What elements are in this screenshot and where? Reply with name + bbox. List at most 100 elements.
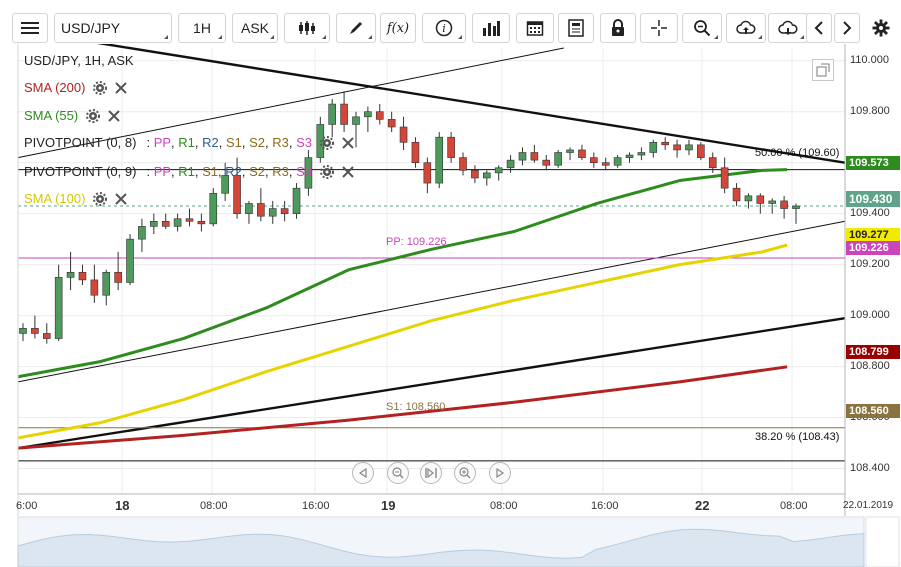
reset-view-button[interactable]	[420, 462, 442, 484]
candle-body	[375, 111, 384, 120]
candle-body	[399, 126, 408, 143]
candle	[459, 152, 467, 176]
close-icon[interactable]	[108, 110, 120, 122]
time-tick-label: 16:00	[591, 500, 619, 512]
candle-body	[447, 136, 455, 158]
zoom-out-button[interactable]	[387, 462, 409, 484]
gear-icon[interactable]	[93, 192, 108, 206]
time-tick-label: 08:00	[200, 500, 228, 512]
expand-icon	[816, 63, 830, 77]
gear-icon[interactable]	[320, 165, 335, 179]
pivot9-r2: R2	[225, 164, 242, 179]
candle	[744, 193, 753, 209]
function-icon: f(x)	[386, 20, 410, 36]
download-button[interactable]	[768, 13, 808, 43]
candles-icon	[299, 21, 315, 35]
candle-body	[268, 208, 277, 217]
gear-icon[interactable]	[93, 81, 108, 95]
candle	[114, 251, 122, 291]
candle	[173, 213, 182, 232]
timeframe-select[interactable]: 1H	[178, 13, 226, 43]
lock-button[interactable]	[600, 13, 636, 43]
crosshair-button[interactable]	[640, 13, 678, 43]
candle-body	[590, 157, 598, 163]
candle	[578, 144, 586, 161]
candle-body	[197, 221, 206, 225]
candle-body	[257, 203, 265, 217]
navigator[interactable]	[0, 516, 901, 567]
candles-button[interactable]	[284, 13, 330, 43]
upload-button[interactable]	[726, 13, 766, 43]
zoom-in-icon	[459, 467, 471, 479]
gear-icon[interactable]	[86, 109, 101, 123]
symbol-select[interactable]: USD/JPY	[54, 13, 172, 43]
candle	[399, 116, 408, 150]
close-icon[interactable]	[342, 137, 354, 149]
candle	[590, 152, 598, 168]
scroll-right-button[interactable]	[489, 462, 511, 484]
draw-button[interactable]	[336, 13, 376, 43]
pivot8-r2: R2	[202, 135, 219, 150]
timeframe-text: 1H	[193, 20, 211, 36]
news-button[interactable]	[558, 13, 594, 43]
candle-body	[78, 271, 87, 281]
maximize-button[interactable]	[812, 59, 834, 81]
legend-sma100-label: SMA (100)	[24, 191, 86, 206]
zoom-in-button[interactable]	[454, 462, 476, 484]
candle	[90, 264, 99, 303]
candle-body	[352, 116, 360, 125]
close-icon[interactable]	[115, 193, 128, 205]
navigator-area	[17, 528, 865, 567]
legend-pivot9-label: PIVOTPOINT (0, 9)	[24, 164, 137, 179]
next-button[interactable]	[834, 13, 860, 43]
candle	[340, 91, 348, 133]
pivot8-r3: R3	[272, 135, 289, 150]
candle	[637, 147, 646, 161]
function-button[interactable]: f(x)	[380, 13, 416, 43]
candle	[268, 200, 277, 224]
candle	[54, 264, 63, 342]
bars-button[interactable]	[472, 13, 510, 43]
legend-pivot8: PIVOTPOINT (0, 8) : PP, R1, R2, S1, S2, …	[24, 134, 362, 152]
candle	[601, 157, 610, 171]
candle	[708, 152, 717, 173]
candle-body	[364, 111, 372, 118]
candle	[697, 142, 705, 161]
candle	[661, 137, 669, 150]
candle	[375, 104, 384, 125]
legend-main: USD/JPY, 1H, ASK	[24, 52, 134, 70]
menu-button[interactable]	[12, 13, 48, 43]
candle	[673, 139, 681, 158]
candle	[292, 183, 301, 219]
close-icon[interactable]	[115, 82, 128, 94]
candle-body	[708, 157, 717, 169]
calendar-button[interactable]	[516, 13, 554, 43]
candle	[506, 155, 515, 173]
time-tick-label: 08:00	[780, 500, 808, 512]
candle-body	[661, 141, 669, 146]
pivot9-s1: S1	[202, 164, 219, 179]
pivot9-r3: R3	[272, 164, 289, 179]
candle-body	[554, 152, 562, 166]
candle	[447, 132, 455, 163]
pivot8-pp: PP	[153, 135, 172, 150]
price-tick-label: 108.800	[850, 359, 890, 372]
candle	[435, 132, 444, 189]
time-tick-label: 6:00	[16, 500, 38, 512]
price-type-select[interactable]: ASK	[232, 13, 278, 43]
prev-button[interactable]	[806, 13, 832, 43]
navigator-scroll-handle[interactable]	[865, 516, 900, 567]
settings-button[interactable]	[866, 13, 896, 43]
candle-body	[506, 159, 515, 169]
scroll-left-button[interactable]	[352, 462, 374, 484]
candle	[328, 98, 337, 138]
close-icon[interactable]	[342, 166, 354, 178]
price-chart[interactable]	[0, 44, 901, 567]
reset-icon	[425, 467, 437, 479]
info-button[interactable]: i	[422, 13, 466, 43]
zoom-button[interactable]	[682, 13, 722, 43]
gear-icon[interactable]	[320, 136, 335, 150]
candle	[566, 147, 574, 161]
s1-price-tag: 108.560	[846, 404, 900, 418]
svg-text:i: i	[442, 22, 446, 35]
